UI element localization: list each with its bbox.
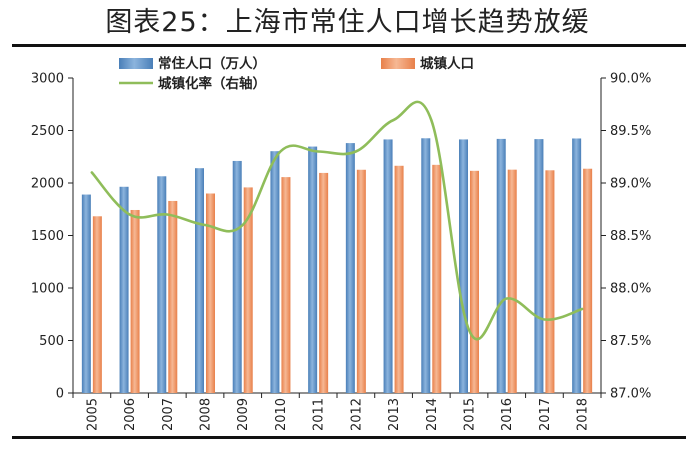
series-urban-population [92,164,593,393]
series-resident-population [81,138,582,393]
y-left-tick-label: 1500 [31,229,64,244]
legend-swatch-urban [381,58,415,69]
y-right-tick-label: 87.5% [610,334,651,349]
y-right-tick-label: 88.0% [610,282,651,297]
bar-urban-population [130,209,140,393]
y-right-tick-label: 88.5% [610,229,651,244]
bar-resident-population [459,139,468,393]
legend-swatch-resident [119,58,153,69]
bar-resident-population [383,139,393,393]
bar-resident-population [119,186,129,393]
legend-label-rate: 城镇化率（右轴） [158,75,266,92]
bar-urban-population [92,216,102,393]
bar-resident-population [572,138,582,393]
top-rule [12,44,686,47]
x-tick-label: 2012 [349,398,364,431]
bar-resident-population [308,146,318,393]
y-right-tick-label: 89.5% [610,124,651,139]
x-tick-label: 2016 [500,398,515,431]
bar-urban-population [470,170,479,393]
y-left-tick-label: 2000 [31,177,64,192]
y-left-tick-label: 2500 [31,124,64,139]
bar-resident-population [421,138,431,393]
x-tick-label: 2013 [387,398,402,431]
y-left-tick-label: 1000 [31,282,64,297]
y-left-tick-label: 3000 [31,72,64,87]
bar-resident-population [195,168,204,393]
bottom-rule [12,436,686,439]
x-tick-label: 2018 [576,398,591,431]
x-tick-label: 2009 [236,398,251,431]
y-right-tick-label: 87.0% [610,387,651,402]
x-tick-label: 2005 [85,398,100,431]
x-tick-label: 2015 [463,398,478,431]
bar-urban-population [356,169,366,393]
bar-resident-population [81,194,91,393]
bar-resident-population [157,176,167,393]
bar-resident-population [232,160,242,393]
axes: 0 500 1000 1500 2000 2500 3000 87.0% 87.5% 88.0% 8… [31,72,651,432]
x-tick-label: 2011 [312,398,327,431]
bar-urban-population [168,200,178,393]
y-right-tick-label: 89.0% [610,177,651,192]
x-tick-label: 2014 [425,398,440,431]
y-left-tick-label: 0 [56,387,64,402]
series-urbanization-rate [90,100,584,341]
x-tick-label: 2010 [274,398,289,431]
bar-urban-population [545,170,555,393]
bar-urban-population [281,177,291,393]
bar-urban-population [206,193,215,393]
x-tick-label: 2017 [538,398,553,431]
figure-title: 图表25：上海市常住人口增长趋势放缓 [105,7,590,38]
bar-resident-population [534,139,544,393]
bar-urban-population [394,165,404,393]
bar-urban-population [507,169,517,393]
x-tick-label: 2007 [161,398,176,431]
bar-urban-population [432,164,442,393]
bar-urban-population [583,168,593,393]
legend-label-resident: 常住人口（万人） [158,55,266,72]
y-left-tick-label: 500 [39,334,64,349]
y-right-tick-label: 90.0% [610,72,651,87]
legend-label-urban: 城镇人口 [420,55,474,72]
x-tick-label: 2006 [123,398,138,431]
bar-resident-population [345,143,355,393]
bar-resident-population [496,138,506,393]
bar-resident-population [270,151,280,393]
bar-urban-population [319,172,329,393]
x-tick-label: 2008 [199,398,214,431]
bar-urban-population [243,187,253,393]
